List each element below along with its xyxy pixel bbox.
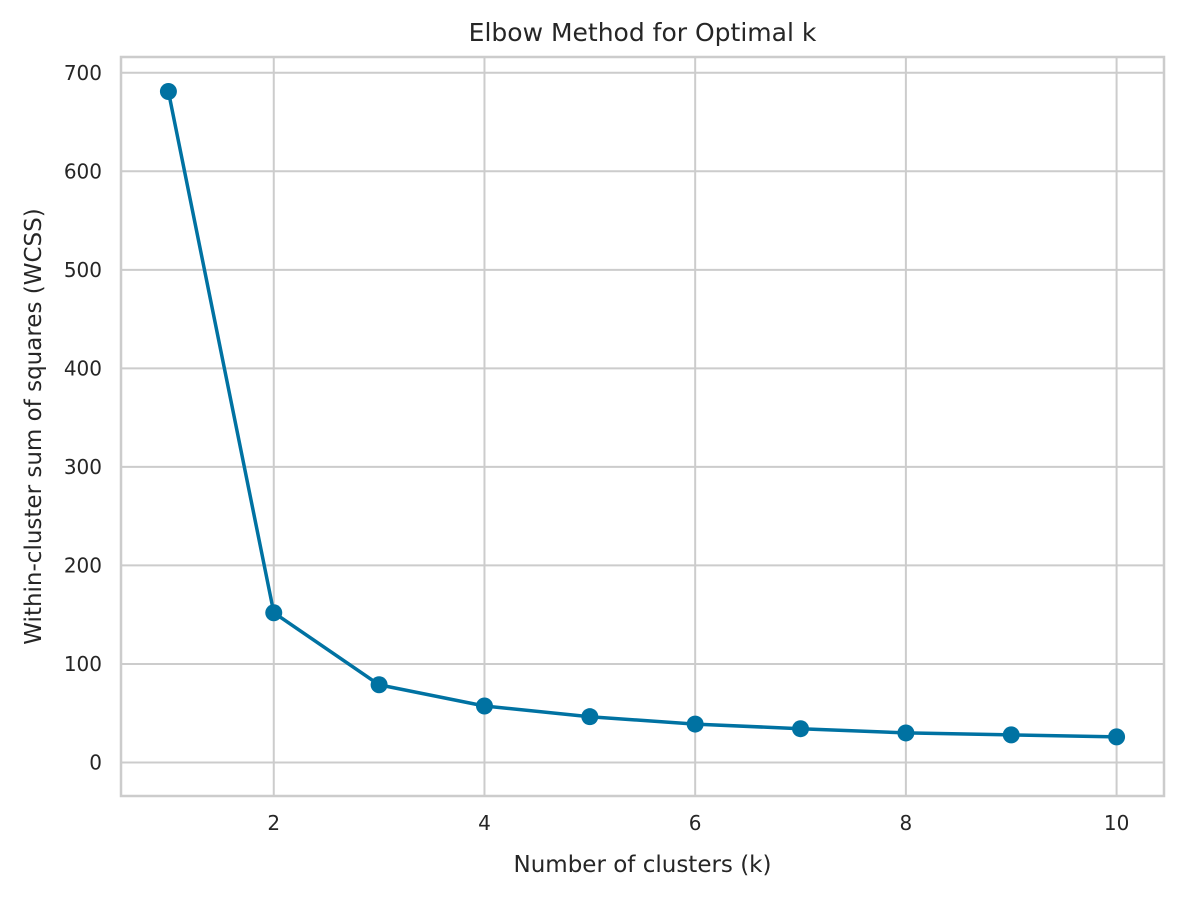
data-point-k7 xyxy=(792,720,810,738)
x-tick-label: 6 xyxy=(689,811,702,835)
series-line xyxy=(166,91,1117,739)
x-axis-title: Number of clusters (k) xyxy=(514,852,772,878)
y-tick-labels: 0 100 200 300 400 500 600 700 xyxy=(64,61,102,775)
data-point-k9 xyxy=(1002,726,1020,744)
data-point-k3 xyxy=(370,676,388,694)
y-tick-label: 100 xyxy=(64,652,102,676)
y-tick-label: 300 xyxy=(64,455,102,479)
y-tick-label: 600 xyxy=(64,159,102,183)
data-point-k5 xyxy=(581,708,599,726)
plot-frame xyxy=(119,55,1166,798)
y-tick-label: 700 xyxy=(64,61,102,85)
data-point-k6 xyxy=(686,715,704,733)
x-tick-label: 4 xyxy=(478,811,491,835)
y-tick-label: 400 xyxy=(64,356,102,380)
data-point-k10 xyxy=(1108,728,1126,746)
x-tick-label: 8 xyxy=(900,811,913,835)
data-point-k4 xyxy=(475,697,493,715)
grid xyxy=(121,57,1164,796)
y-tick-label: 200 xyxy=(64,553,102,577)
x-tick-label: 10 xyxy=(1104,811,1129,835)
x-tick-label: 2 xyxy=(267,811,280,835)
data-point-k2 xyxy=(265,604,283,622)
chart-title: Elbow Method for Optimal k xyxy=(469,18,817,47)
data-point-k8 xyxy=(897,724,915,742)
series xyxy=(159,82,1126,746)
y-tick-label: 0 xyxy=(89,750,102,774)
data-point-k1 xyxy=(159,82,177,100)
y-axis-title: Within-cluster sum of squares (WCSS) xyxy=(21,208,47,644)
y-tick-label: 500 xyxy=(64,258,102,282)
x-tick-labels: 2 4 6 8 10 xyxy=(267,811,1129,835)
